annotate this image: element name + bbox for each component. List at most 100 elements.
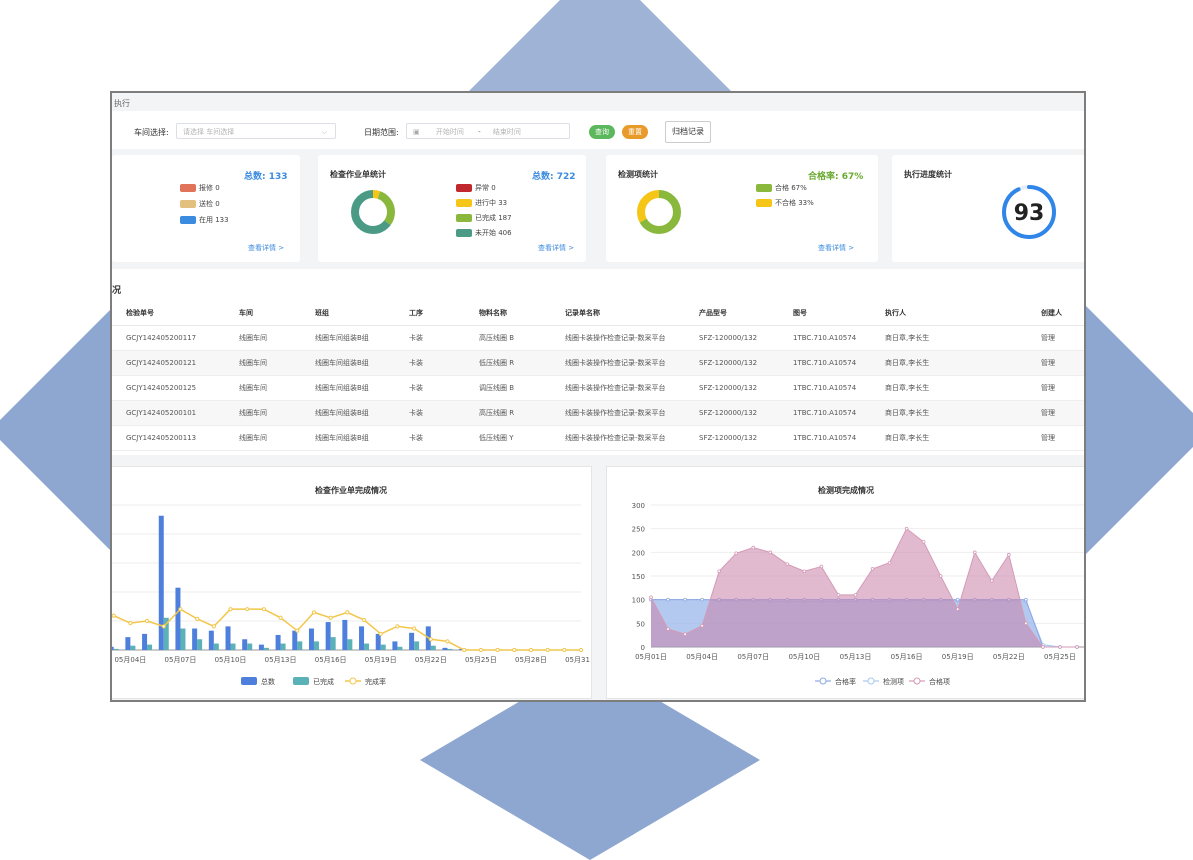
col-drawing-no[interactable]: 图号 [793,301,885,326]
legend-pass: 合格 67% [756,183,807,193]
dashboard-window: 执行 车间选择: 请选择 车间选择 ⌵ 日期范围: ▣ 开始时间 - 结束时间 … [110,91,1086,702]
cell-workshop: 线圈车间 [239,350,315,376]
equipment-total: 总数: 133 [244,172,288,182]
bar-total [325,622,331,650]
equipment-details-link[interactable]: 查看详情 > [248,244,285,252]
end-date-input[interactable]: 结束时间 [492,128,521,136]
cell-product-model: SFZ-120000/132 [699,350,793,376]
completion-rate-point [261,607,266,612]
legend-in-progress: 进行中 33 [456,198,507,208]
donut-slice [351,190,395,234]
bar-completed [380,644,386,650]
col-creator[interactable]: 创建人 [1041,301,1084,326]
start-date-input[interactable]: 开始时间 [435,128,464,136]
table-row[interactable]: GCJY142405200121 线圈车间 线圈车间组装B组 卡装 低压线圈 R 线圈卡装… [112,350,1084,376]
completion-rate-point [445,639,450,644]
point-合格项 [785,562,790,566]
bar-total [409,632,415,650]
cell-product-model: SFZ-120000/132 [699,325,793,351]
cell-inspection-no: GCJY142405200117 [126,325,239,351]
chart-title: 检测项完成情况 [818,486,874,495]
table-row[interactable]: GCJY142405200113 线圈车间 线圈车间组装B组 卡装 低压线圈 Y 线圈卡装… [112,425,1084,451]
cell-process: 卡装 [409,325,479,351]
y-tick-label: 150 [632,573,645,581]
point-合格项 [836,593,841,597]
completion-rate-point [378,631,383,636]
col-inspection-no[interactable]: 检验单号 [126,301,239,326]
col-workshop[interactable]: 车间 [239,301,315,326]
cell-record-name: 线圈卡装操作检查记录-数采平台 [565,325,699,351]
legend-label: 合格项 [929,677,950,686]
archive-button[interactable]: 归档记录 [665,121,711,143]
bar-total [258,644,264,650]
date-range-picker[interactable]: ▣ 开始时间 - 结束时间 [406,123,570,139]
legend-label: 完成率 [365,677,386,686]
legend-label: 在用 133 [199,216,229,224]
table-row[interactable]: GCJY142405200125 线圈车间 线圈车间组装B组 卡装 调压线圈 B 线圈卡装… [112,375,1084,401]
chart-title: 检查作业单完成情况 [315,486,387,495]
completion-rate-point [144,618,150,624]
point-合格项 [1007,552,1011,557]
bar-total [359,626,365,650]
col-executor[interactable]: 执行人 [885,301,1041,326]
cell-drawing-no: 1TBC.710.A10574 [793,400,885,426]
legend-swatch [180,200,196,208]
workshop-placeholder: 请选择 车间选择 [183,128,235,136]
items-completion-chart-card: 检测项完成情况 0 50 100 150 200 250 300 05月01日 05月04日 05… [606,466,1084,699]
bar-completed [180,628,186,650]
point-合格项 [887,560,892,565]
bar-completed [430,645,436,650]
bar-total [392,641,398,650]
bar-completed [330,637,336,650]
query-button[interactable]: 查询 [589,125,615,139]
orders-details-link[interactable]: 查看详情 > [538,244,575,252]
col-process[interactable]: 工序 [409,301,479,326]
cell-material: 低压线圈 R [479,350,565,376]
cell-team: 线圈车间组装B组 [315,375,409,401]
col-product-model[interactable]: 产品型号 [699,301,793,326]
legend-label: 合格 67% [775,184,807,192]
y-tick-label: 250 [632,526,645,534]
bar-total [292,630,298,650]
card-title: 检查作业单统计 [330,170,386,179]
col-material[interactable]: 物料名称 [479,301,565,326]
card-title: 检测项统计 [618,170,658,179]
bar-completed [347,639,353,650]
completion-rate-point [428,637,433,642]
bar-total [208,630,214,650]
completion-rate-point [161,624,166,629]
bar-completed [247,643,253,650]
cell-creator: 管理 [1041,400,1084,426]
cell-executor: 商日章,李长生 [885,375,1041,401]
cell-record-name: 线圈卡装操作检查记录-数采平台 [565,375,699,401]
cell-material: 低压线圈 Y [479,425,565,451]
table-row[interactable]: GCJY142405200101 线圈车间 线圈车间组装B组 卡装 高压线圈 R 线圈卡装… [112,400,1084,426]
items-details-link[interactable]: 查看详情 > [818,244,855,252]
bar-completed [263,647,269,650]
x-tick-label: 05月10日 [215,656,247,664]
cell-workshop: 线圈车间 [239,375,315,401]
legend-inuse: 在用 133 [180,215,229,225]
date-label: 日期范围: [364,128,399,137]
bar-completed [147,644,153,650]
legend-swatch [819,677,827,685]
bar-total [112,646,114,650]
completion-rate-point [528,647,534,653]
completion-rate-point [462,647,467,653]
point-合格项 [700,623,704,628]
legend-swatch [913,677,921,685]
legend-label: 检测项 [883,677,904,686]
legend-swatch [456,199,472,207]
col-team[interactable]: 班组 [315,301,409,326]
legend-fail: 不合格 33% [756,198,814,208]
point-合格项 [870,567,875,571]
legend-label: 不合格 33% [775,199,814,207]
point-合格项 [666,627,670,631]
card-title: 执行进度统计 [904,170,952,179]
workshop-select[interactable]: 请选择 车间选择 ⌵ [176,123,336,139]
reset-button[interactable]: 重置 [622,125,648,139]
bar-completed [197,639,203,650]
col-record-name[interactable]: 记录单名称 [565,301,699,326]
table-row[interactable]: GCJY142405200117 线圈车间 线圈车间组装B组 卡装 高压线圈 B 线圈卡装… [112,325,1084,351]
legend-label: 报修 0 [199,184,220,192]
